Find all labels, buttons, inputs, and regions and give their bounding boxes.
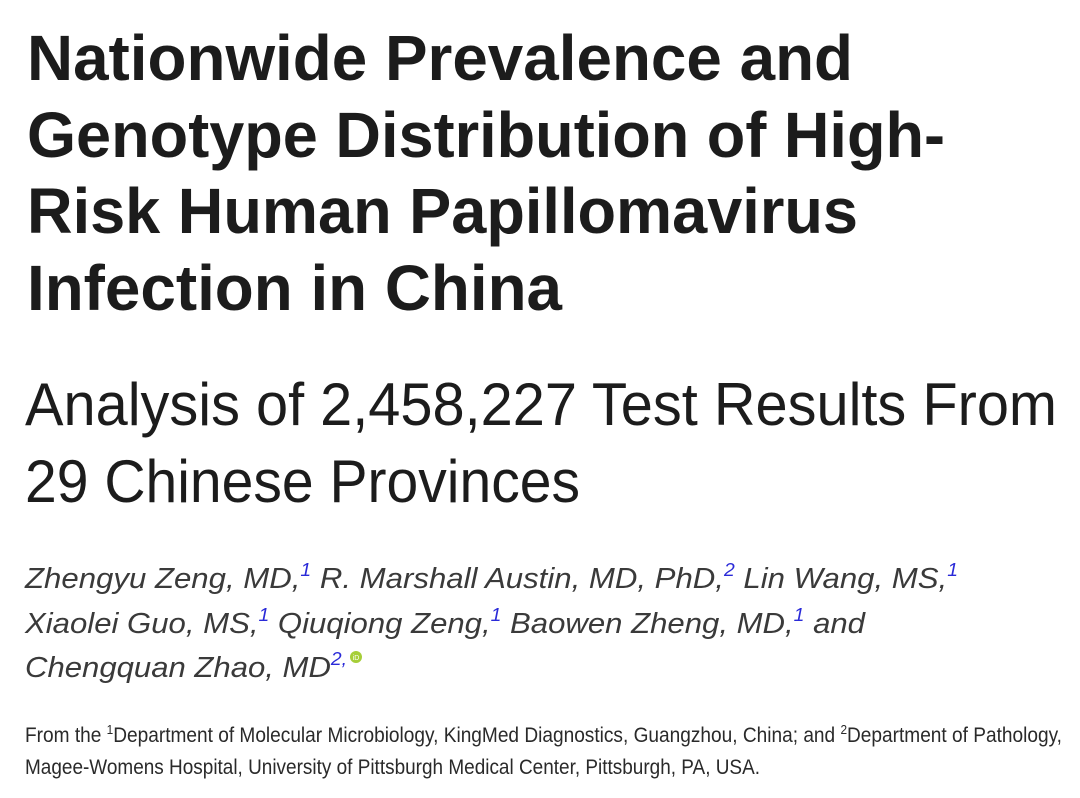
author-line: Zhengyu Zeng, MD, 1 R. Marshall Austin, M… bbox=[24, 560, 958, 595]
title-line: Risk Human Papillomavirus bbox=[27, 175, 858, 247]
orcid-icon[interactable] bbox=[350, 651, 362, 663]
author-name: Zhengyu Zeng, MD, bbox=[24, 563, 301, 595]
author-conjunction: and bbox=[813, 608, 866, 640]
author-line: Xiaolei Guo, MS, 1 Qiuqiong Zeng, 1 Baowen… bbox=[24, 605, 866, 640]
title-line: Genotype Distribution of High- bbox=[27, 99, 945, 171]
author-sup: 2 bbox=[723, 560, 735, 580]
author-sup: 2, bbox=[330, 649, 347, 669]
author-sup: 1 bbox=[300, 560, 311, 580]
author-name: Xiaolei Guo, MS, bbox=[24, 608, 259, 640]
affiliation-text: Department of Pathology, bbox=[847, 724, 1062, 747]
author-name: Lin Wang, MS, bbox=[743, 563, 947, 595]
affiliation-conjunction: and bbox=[803, 724, 835, 747]
author-name: R. Marshall Austin, MD, PhD, bbox=[320, 563, 724, 595]
orcid-icon-glyph: iD bbox=[353, 655, 360, 662]
affiliation-line: Magee-Womens Hospital, University of Pit… bbox=[25, 756, 760, 779]
author-name: Qiuqiong Zeng, bbox=[278, 608, 491, 640]
author-sup: 1 bbox=[491, 605, 502, 625]
subtitle-line: 29 Chinese Provinces bbox=[25, 448, 580, 515]
affiliation-prefix: From the bbox=[25, 724, 101, 747]
title-line: Nationwide Prevalence and bbox=[27, 22, 853, 94]
author-sup: 1 bbox=[947, 560, 958, 580]
subtitle-line: Analysis of 2,458,227 Test Results From bbox=[25, 371, 1057, 438]
author-sup: 1 bbox=[794, 605, 805, 625]
author-sup: 1 bbox=[258, 605, 269, 625]
affiliation-sup: 1 bbox=[107, 722, 114, 737]
title-line: Infection in China bbox=[27, 252, 562, 324]
affiliation-text: Department of Molecular Microbiology, Ki… bbox=[113, 724, 798, 747]
affiliation-line: From the 1Department of Molecular Microb… bbox=[25, 722, 1062, 747]
author-name: Chengquan Zhao, MD bbox=[25, 652, 331, 684]
author-line: Chengquan Zhao, MD 2, bbox=[25, 649, 347, 684]
author-name: Baowen Zheng, MD, bbox=[510, 608, 794, 640]
affiliation-sup: 2 bbox=[840, 722, 847, 737]
